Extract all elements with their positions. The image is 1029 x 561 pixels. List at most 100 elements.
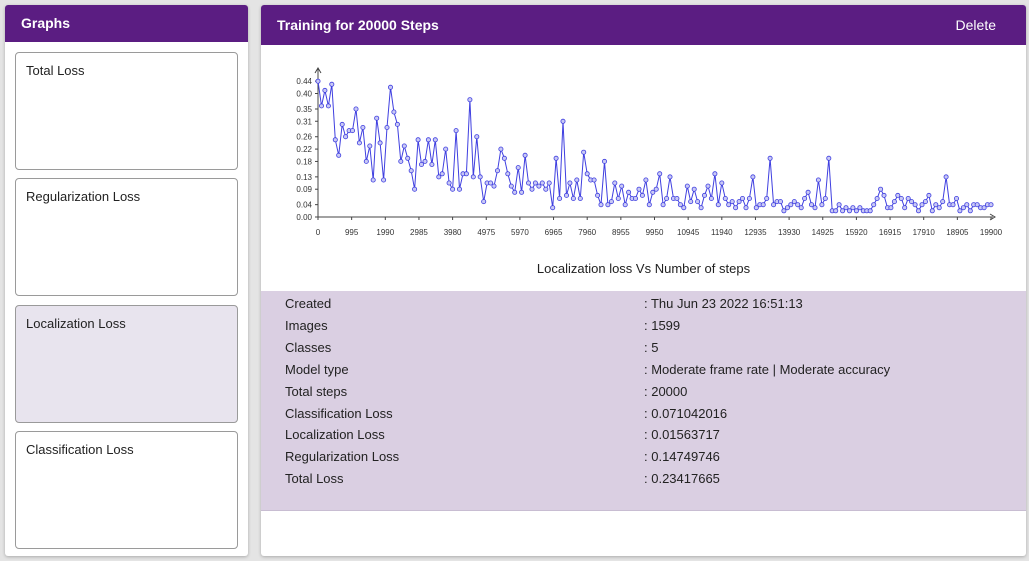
data-point — [681, 205, 687, 211]
data-point — [922, 199, 928, 205]
y-tick-label: 0.26 — [296, 133, 312, 142]
data-point — [501, 155, 507, 161]
data-point — [674, 195, 680, 201]
data-point — [712, 171, 718, 177]
graph-card-total-loss[interactable]: Total Loss — [15, 52, 238, 170]
graph-card-regularization-loss[interactable]: Regularization Loss — [15, 178, 238, 296]
data-point — [809, 202, 815, 208]
x-tick-label: 17910 — [913, 228, 936, 237]
data-point — [729, 199, 735, 205]
data-point — [708, 195, 714, 201]
data-point — [753, 205, 759, 211]
data-point — [967, 208, 973, 214]
data-point — [726, 202, 732, 208]
data-point — [929, 208, 935, 214]
x-tick-label: 7960 — [578, 228, 596, 237]
data-point — [660, 202, 666, 208]
x-tick-label: 13930 — [778, 228, 801, 237]
data-point — [353, 106, 359, 112]
x-tick-label: 6965 — [545, 228, 563, 237]
data-point — [463, 171, 469, 177]
data-point — [522, 152, 528, 158]
data-point — [705, 183, 711, 189]
training-header: Training for 20000 Steps Delete — [261, 5, 1026, 45]
data-point — [322, 87, 328, 93]
data-point — [653, 186, 659, 192]
data-point — [626, 189, 632, 195]
data-point — [498, 146, 504, 152]
data-point — [905, 195, 911, 201]
data-point — [536, 183, 542, 189]
data-point — [329, 81, 335, 87]
data-point — [381, 177, 387, 183]
graphs-header: Graphs — [5, 5, 248, 42]
data-point — [488, 180, 494, 186]
data-point — [954, 195, 960, 201]
data-point — [608, 199, 614, 205]
data-point — [532, 180, 538, 186]
data-point — [981, 205, 987, 211]
detail-label: Localization Loss — [285, 427, 385, 442]
data-point — [581, 149, 587, 155]
y-tick-label: 0.00 — [296, 213, 312, 222]
data-point — [805, 189, 811, 195]
data-point — [650, 189, 656, 195]
graph-card-label: Regularization Loss — [26, 189, 141, 204]
data-point — [677, 202, 683, 208]
data-point — [867, 208, 873, 214]
data-point — [477, 174, 483, 180]
data-point — [539, 180, 545, 186]
data-point — [370, 177, 376, 183]
x-tick-label: 995 — [345, 228, 359, 237]
detail-value: : 0.14749746 — [644, 449, 720, 464]
graph-card-classification-loss[interactable]: Classification Loss — [15, 431, 238, 549]
x-tick-label: 18905 — [946, 228, 969, 237]
data-point — [505, 171, 511, 177]
data-point — [425, 137, 431, 143]
y-tick-label: 0.13 — [296, 173, 312, 182]
y-tick-label: 0.44 — [296, 77, 312, 86]
data-point — [429, 162, 435, 168]
data-point — [643, 177, 649, 183]
data-point — [453, 128, 459, 134]
data-point — [443, 146, 449, 152]
data-point — [715, 202, 721, 208]
data-point — [405, 155, 411, 161]
data-point — [432, 137, 438, 143]
delete-button[interactable]: Delete — [955, 17, 996, 33]
detail-row-classes: Classes : 5 — [285, 337, 1005, 359]
data-point — [456, 186, 462, 192]
data-point — [436, 174, 442, 180]
data-point — [481, 199, 487, 205]
detail-row-total-loss: Total Loss : 0.23417665 — [285, 468, 1005, 490]
y-tick-label: 0.22 — [296, 145, 312, 154]
data-point — [343, 134, 349, 140]
graph-card-label: Classification Loss — [26, 442, 134, 457]
y-axis-arrow — [314, 67, 322, 74]
data-point — [874, 195, 880, 201]
data-point — [912, 202, 918, 208]
data-point — [474, 134, 480, 140]
data-point — [367, 143, 373, 149]
detail-label: Images — [285, 318, 328, 333]
data-point — [902, 205, 908, 211]
data-point — [418, 162, 424, 168]
data-point — [891, 199, 897, 205]
data-point — [543, 186, 549, 192]
data-point — [857, 205, 863, 211]
detail-label: Created — [285, 296, 332, 311]
data-point — [760, 202, 766, 208]
data-point — [605, 202, 611, 208]
data-point — [688, 199, 694, 205]
data-point — [336, 152, 342, 158]
data-point — [778, 199, 784, 205]
detail-row-localization-loss: Localization Loss : 0.01563717 — [285, 424, 1005, 446]
training-title: Training for 20000 Steps — [277, 17, 439, 33]
data-point — [470, 174, 476, 180]
graph-card-localization-loss[interactable]: Localization Loss — [15, 305, 238, 423]
data-point — [871, 202, 877, 208]
data-point — [664, 195, 670, 201]
x-tick-label: 8955 — [612, 228, 630, 237]
training-panel: Training for 20000 Steps Delete 0.00 0.04… — [261, 5, 1026, 556]
data-point — [909, 199, 915, 205]
